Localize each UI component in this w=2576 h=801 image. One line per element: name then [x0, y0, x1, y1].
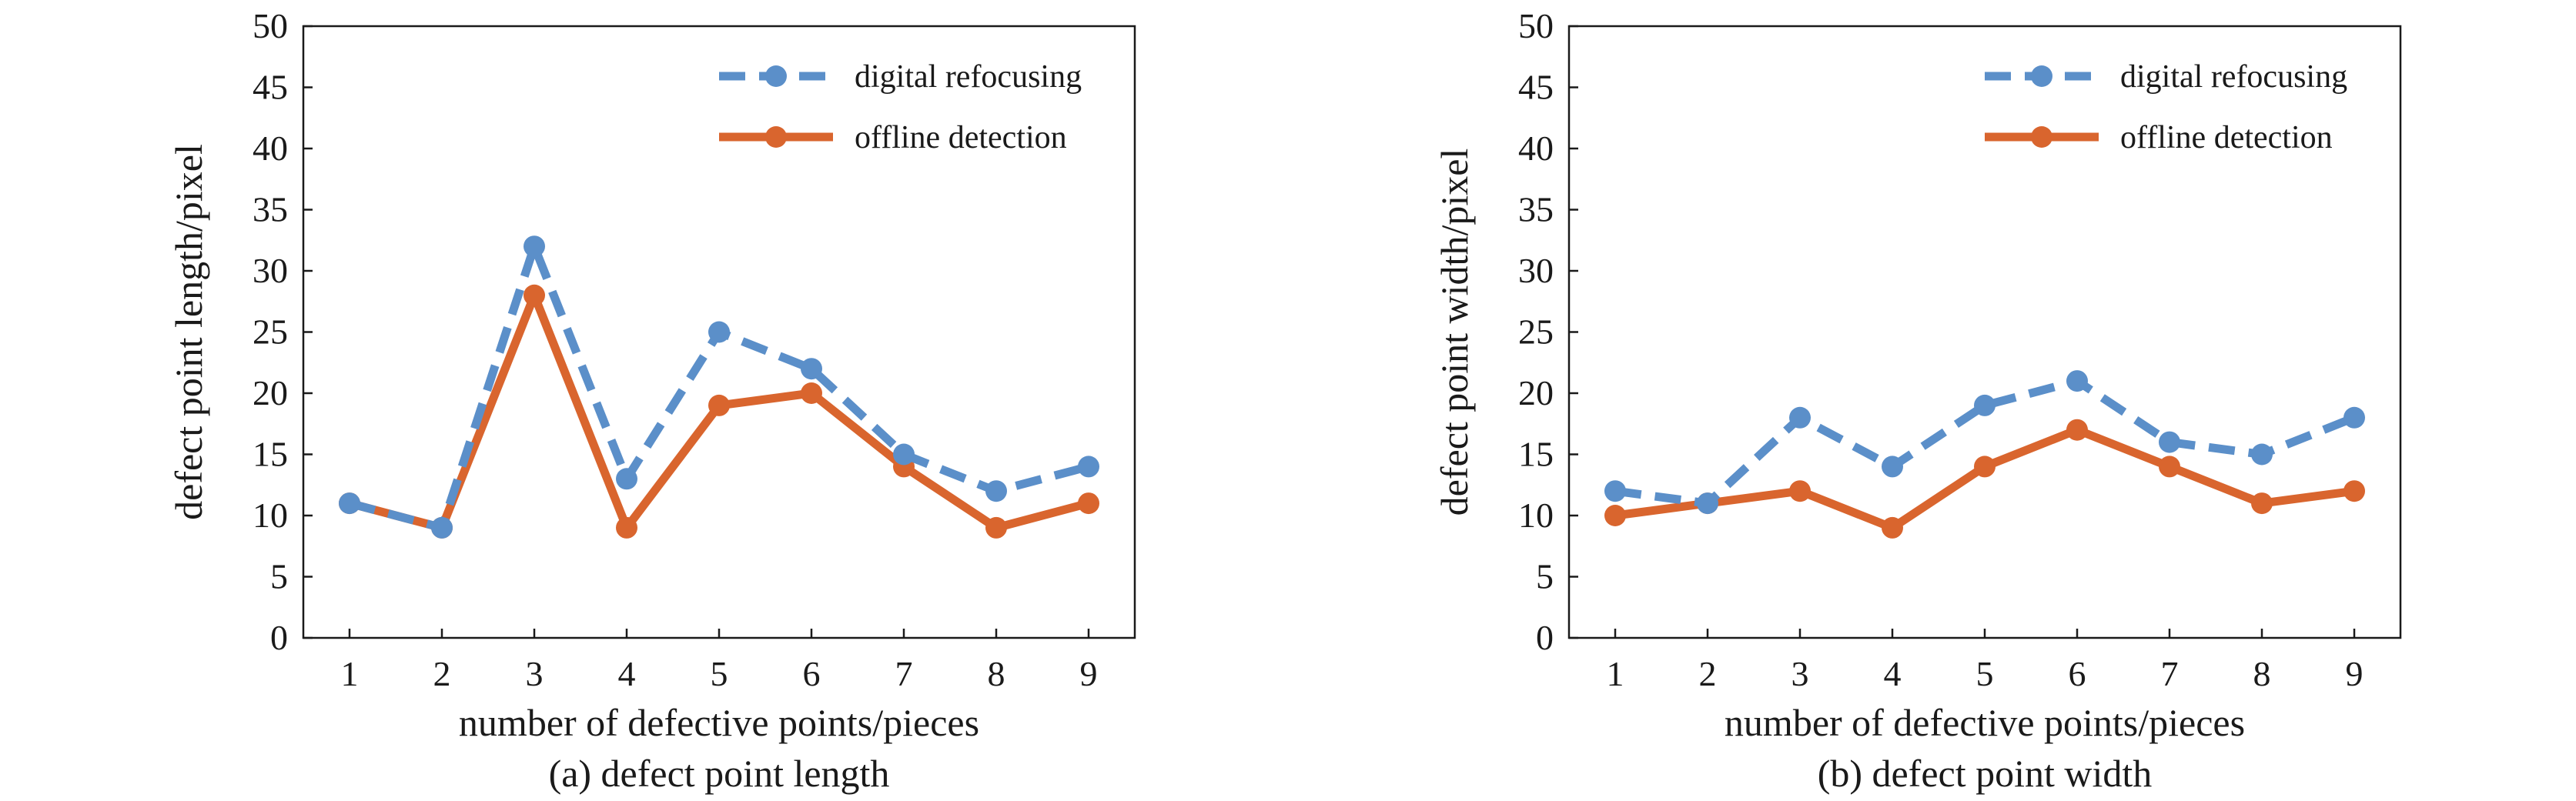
series-line-offline-detection	[1614, 426, 2355, 532]
data-point-digital-refocusing	[524, 235, 545, 258]
data-point-digital-refocusing	[1789, 406, 1811, 429]
y-tick-label: 50	[253, 6, 288, 45]
data-point-digital-refocusing	[616, 468, 637, 490]
x-tick-label: 1	[1607, 654, 1624, 693]
data-point-offline-detection	[801, 382, 822, 404]
data-point-digital-refocusing	[1604, 480, 1626, 502]
data-point-digital-refocusing	[801, 358, 822, 380]
data-point-offline-detection	[985, 516, 1007, 539]
y-tick-label: 45	[1518, 68, 1554, 107]
y-tick-label: 0	[1536, 618, 1554, 657]
x-tick-label: 4	[1884, 654, 1902, 693]
y-axis-title: defect point width/pixel	[1433, 149, 1476, 516]
data-point-offline-detection	[2343, 480, 2365, 502]
data-point-digital-refocusing	[1974, 394, 1996, 416]
legend-label: digital refocusing	[855, 59, 1082, 95]
data-point-offline-detection	[2159, 456, 2180, 478]
y-tick-label: 0	[270, 618, 288, 657]
data-point-digital-refocusing	[893, 443, 915, 466]
y-tick-label: 40	[253, 128, 288, 168]
x-tick-label: 7	[895, 654, 913, 693]
data-point-digital-refocusing	[339, 492, 360, 515]
x-tick-label: 6	[2069, 654, 2086, 693]
y-tick-label: 35	[1518, 190, 1554, 229]
data-point-digital-refocusing	[2066, 370, 2088, 392]
data-point-offline-detection	[524, 284, 545, 306]
x-tick-label: 3	[1791, 654, 1809, 693]
y-tick-label: 35	[253, 190, 288, 229]
chart-caption: (b) defect point width	[1818, 752, 2153, 795]
x-tick-label: 5	[1976, 654, 1994, 693]
x-tick-label: 1	[341, 654, 359, 693]
y-tick-label: 15	[253, 435, 288, 474]
data-point-digital-refocusing	[431, 516, 453, 539]
x-tick-label: 5	[711, 654, 728, 693]
data-point-digital-refocusing	[708, 321, 730, 343]
x-tick-label: 8	[988, 654, 1005, 693]
y-tick-label: 25	[1518, 312, 1554, 352]
x-tick-label: 4	[618, 654, 636, 693]
data-point-offline-detection	[708, 394, 730, 416]
y-tick-label: 30	[253, 251, 288, 290]
x-tick-label: 3	[526, 654, 544, 693]
x-axis-title: number of defective points/pieces	[459, 701, 979, 744]
legend-label: offline detection	[855, 120, 1067, 155]
legend-marker-offline-detection	[765, 126, 787, 148]
y-tick-label: 50	[1518, 6, 1554, 45]
y-tick-label: 45	[253, 68, 288, 107]
y-tick-label: 30	[1518, 251, 1554, 290]
data-point-offline-detection	[2251, 492, 2273, 515]
y-tick-label: 5	[270, 557, 288, 596]
series-line-digital-refocusing	[1614, 376, 2357, 508]
x-tick-label: 2	[433, 654, 451, 693]
y-tick-label: 10	[253, 496, 288, 535]
data-point-digital-refocusing	[2251, 443, 2273, 466]
data-point-offline-detection	[1974, 456, 1996, 478]
x-tick-label: 9	[1080, 654, 1098, 693]
y-tick-label: 10	[1518, 496, 1554, 535]
x-tick-label: 7	[2161, 654, 2179, 693]
data-point-offline-detection	[1604, 505, 1626, 526]
y-tick-label: 25	[253, 312, 288, 352]
plot-frame	[1567, 25, 2402, 639]
legend-label: digital refocusing	[2120, 59, 2347, 95]
data-point-digital-refocusing	[2159, 431, 2180, 453]
y-tick-label: 40	[1518, 128, 1554, 168]
y-axis-title: defect point length/pixel	[167, 144, 210, 520]
legend-label: offline detection	[2120, 120, 2333, 155]
data-point-digital-refocusing	[1697, 492, 1718, 515]
chart-caption: (a) defect point length	[549, 752, 890, 795]
legend-marker-offline-detection	[2031, 126, 2052, 148]
data-point-offline-detection	[616, 516, 637, 539]
legend-marker-digital-refocusing	[765, 65, 787, 87]
data-point-offline-detection	[1789, 480, 1811, 502]
y-tick-label: 20	[1518, 373, 1554, 412]
data-point-offline-detection	[1078, 492, 1099, 515]
x-tick-label: 9	[2346, 654, 2364, 693]
data-point-offline-detection	[1882, 516, 1903, 539]
data-point-digital-refocusing	[1078, 456, 1099, 478]
x-tick-label: 6	[803, 654, 821, 693]
x-tick-label: 8	[2253, 654, 2271, 693]
y-tick-label: 5	[1536, 557, 1554, 596]
y-tick-label: 20	[253, 373, 288, 412]
x-axis-title: number of defective points/pieces	[1725, 701, 2245, 744]
x-tick-label: 2	[1699, 654, 1717, 693]
y-tick-label: 15	[1518, 435, 1554, 474]
data-point-digital-refocusing	[985, 480, 1007, 502]
legend-marker-digital-refocusing	[2031, 65, 2052, 87]
data-point-digital-refocusing	[2343, 406, 2365, 429]
data-point-digital-refocusing	[1882, 456, 1903, 478]
data-point-offline-detection	[2066, 419, 2088, 441]
